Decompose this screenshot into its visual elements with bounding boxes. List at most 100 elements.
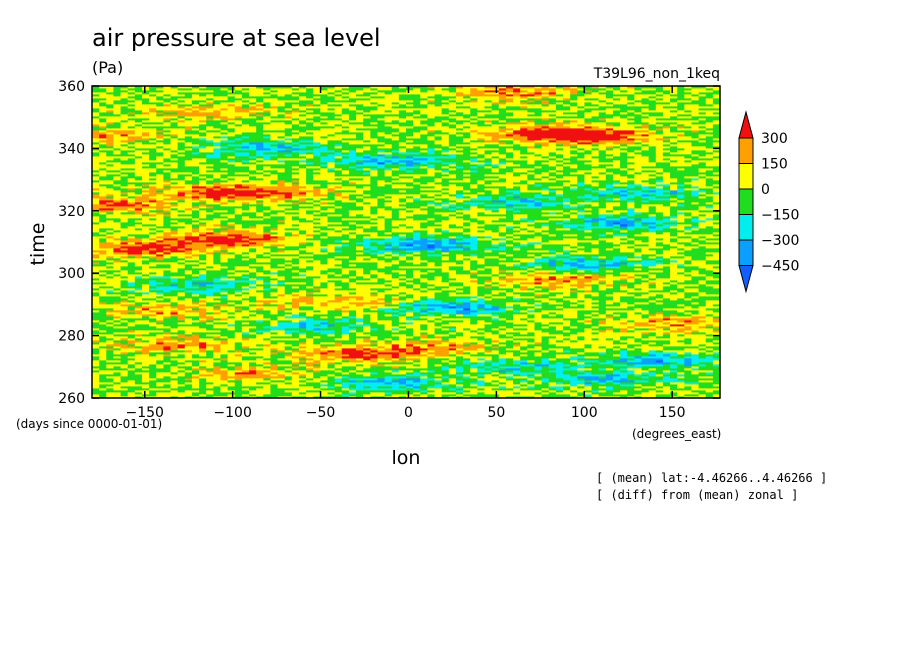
heatmap-cell xyxy=(391,328,400,331)
heatmap-cell xyxy=(477,386,500,389)
heatmap-cell xyxy=(441,388,450,391)
heatmap-cell xyxy=(270,384,278,387)
heatmap-cell xyxy=(648,380,657,383)
heatmap-cell xyxy=(413,218,428,221)
heatmap-cell xyxy=(548,364,571,367)
heatmap-cell xyxy=(477,310,507,313)
heatmap-cell xyxy=(234,292,243,295)
heatmap-cell xyxy=(612,210,628,213)
heatmap-cell xyxy=(291,364,300,367)
heatmap-cell xyxy=(348,388,407,391)
heatmap-cell xyxy=(92,214,107,217)
heatmap-cell xyxy=(206,244,214,247)
heatmap-cell xyxy=(220,292,228,295)
heatmap-cell xyxy=(370,330,393,333)
heatmap-cell xyxy=(291,344,300,347)
heatmap-cell xyxy=(234,384,243,387)
heatmap-cell xyxy=(113,208,129,211)
heatmap-cell xyxy=(513,238,528,241)
heatmap-cell xyxy=(598,292,614,295)
heatmap-cell xyxy=(484,258,500,261)
heatmap-cell xyxy=(263,232,271,235)
heatmap-cell xyxy=(470,288,478,291)
heatmap-cell xyxy=(263,302,271,305)
heatmap-cell xyxy=(99,216,107,219)
heatmap-cell xyxy=(520,374,528,377)
heatmap-cell xyxy=(477,226,500,229)
heatmap-cell xyxy=(141,288,150,291)
heatmap-cell xyxy=(320,260,328,263)
heatmap-cell xyxy=(662,204,671,207)
heatmap-cell xyxy=(648,292,671,295)
heatmap-cell xyxy=(191,396,200,399)
heatmap-cell xyxy=(427,282,450,285)
heatmap-cell xyxy=(505,340,514,343)
heatmap-cell xyxy=(241,364,250,367)
heatmap-cell xyxy=(199,232,207,235)
heatmap-cell xyxy=(627,206,635,209)
heatmap-cell xyxy=(241,274,257,277)
heatmap-cell xyxy=(648,314,657,317)
heatmap-cell xyxy=(677,290,685,293)
heatmap-cell xyxy=(584,362,600,365)
heatmap-cell xyxy=(291,218,307,221)
heatmap-cell xyxy=(513,236,521,239)
heatmap-cell xyxy=(356,370,385,373)
heatmap-cell xyxy=(170,278,179,281)
heatmap-cell xyxy=(291,392,300,395)
heatmap-cell xyxy=(513,334,535,337)
heatmap-cell xyxy=(463,374,471,377)
heatmap-cell xyxy=(99,376,107,379)
heatmap-cell xyxy=(420,290,428,293)
heatmap-cell xyxy=(256,210,264,213)
heatmap-cell xyxy=(477,304,485,307)
heatmap-cell xyxy=(206,320,214,323)
heatmap-cell xyxy=(520,222,535,225)
heatmap-cell xyxy=(641,312,650,315)
heatmap-cell xyxy=(313,370,321,373)
heatmap-cell xyxy=(141,262,150,265)
heatmap-cell xyxy=(434,244,443,247)
heatmap-cell xyxy=(320,348,343,351)
heatmap-cell xyxy=(455,224,464,227)
heatmap-cell xyxy=(498,238,507,241)
heatmap-cell xyxy=(284,302,293,305)
heatmap-cell xyxy=(177,326,200,329)
heatmap-cell xyxy=(698,284,707,287)
heatmap-cell xyxy=(406,376,421,379)
heatmap-cell xyxy=(363,358,371,361)
heatmap-cell xyxy=(406,218,414,221)
heatmap-cell xyxy=(413,394,421,397)
heatmap-cell xyxy=(199,376,221,379)
heatmap-cell xyxy=(370,270,378,273)
heatmap-cell xyxy=(298,348,314,351)
heatmap-cell xyxy=(612,326,628,329)
heatmap-cell xyxy=(327,220,371,223)
heatmap-cell xyxy=(541,378,550,381)
heatmap-cell xyxy=(270,294,278,297)
heatmap-cell xyxy=(555,262,564,265)
heatmap-cell xyxy=(306,396,314,399)
heatmap-cell xyxy=(113,356,121,359)
heatmap-cell xyxy=(534,366,542,369)
heatmap-cell xyxy=(570,360,578,363)
heatmap-cell xyxy=(698,344,707,347)
heatmap-cell xyxy=(413,318,428,321)
heatmap-cell xyxy=(391,280,407,283)
heatmap-cell xyxy=(298,362,307,365)
heatmap-cell xyxy=(698,290,721,293)
heatmap-cell xyxy=(334,256,350,259)
heatmap-cell xyxy=(691,362,699,365)
heatmap-cell xyxy=(348,392,357,395)
heatmap-cell xyxy=(291,292,307,295)
heatmap-cell xyxy=(191,284,200,287)
heatmap-cell xyxy=(527,286,535,289)
heatmap-cell xyxy=(320,284,328,287)
heatmap-cell xyxy=(370,206,393,209)
heatmap-cell xyxy=(527,204,535,207)
heatmap-cell xyxy=(99,300,121,303)
heatmap-cell xyxy=(427,290,443,293)
heatmap-cell xyxy=(505,248,514,251)
heatmap-cell xyxy=(677,310,685,313)
heatmap-cell xyxy=(712,270,721,273)
